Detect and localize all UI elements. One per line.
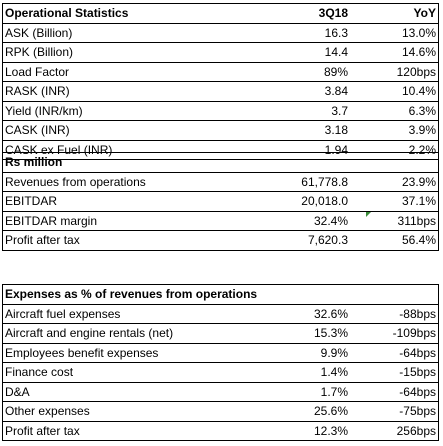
row-value: 3.7	[331, 103, 348, 118]
row-label: CASK ex Fuel (INR)	[5, 142, 113, 157]
row-yoy: -64bps	[399, 345, 436, 360]
row-label: Aircraft fuel expenses	[5, 306, 121, 321]
row-yoy: 14.6%	[401, 45, 436, 59]
row-value: 9.9%	[320, 345, 348, 360]
row-value: 1.94	[324, 142, 348, 157]
row-label: Revenues from operations	[5, 174, 146, 189]
row-value: 1.4%	[320, 365, 348, 379]
row-label: Profit after tax	[5, 233, 80, 247]
table-row: Employees benefit expenses 9.9% -64bps	[3, 344, 438, 363]
financial-rows: Revenues from operations 61,778.8 23.9% EBI…	[3, 173, 438, 250]
row-value: 12.3%	[313, 423, 348, 438]
row-label: EBITDAR	[5, 194, 58, 208]
row-value: 14.4	[324, 45, 348, 59]
table-row: RPK (Billion) 14.4 14.6%	[3, 43, 438, 63]
row-label: D&A	[5, 384, 30, 399]
operational-title: Operational Statistics	[5, 6, 129, 20]
row-label: Finance cost	[5, 365, 74, 379]
operational-statistics-table: Operational Statistics 3Q18 YoY ASK (Bil…	[2, 3, 439, 160]
row-label: Profit after tax	[5, 423, 80, 438]
table-row: ASK (Billion) 16.3 13.0%	[3, 24, 438, 43]
row-yoy: 2.2%	[408, 142, 436, 157]
table-row: D&A 1.7% -64bps	[3, 383, 438, 402]
period-column-header: 3Q18	[318, 6, 348, 20]
row-yoy: 3.9%	[408, 123, 436, 137]
row-yoy: -109bps	[392, 326, 436, 340]
row-label: Load Factor	[5, 64, 70, 79]
row-yoy: 6.3%	[408, 103, 436, 118]
expenses-title: Expenses as % of revenues from operation…	[5, 287, 258, 301]
table-row: Yield (INR/km) 3.7 6.3%	[3, 102, 438, 121]
row-yoy: 120bps	[396, 64, 436, 79]
row-value: 89%	[323, 64, 348, 79]
table-row: CASK ex Fuel (INR) 1.94 2.2%	[3, 141, 438, 160]
row-value: 3.84	[324, 84, 348, 98]
table-row: Load Factor 89% 120bps	[3, 63, 438, 82]
cell-comment-marker	[366, 211, 371, 217]
row-label: CASK (INR)	[5, 123, 70, 137]
row-label: ASK (Billion)	[5, 25, 73, 40]
row-yoy: -88bps	[399, 306, 436, 321]
row-yoy: -75bps	[399, 404, 436, 418]
table-row: RASK (INR) 3.84 10.4%	[3, 82, 438, 102]
table-row: Finance cost 1.4% -15bps	[3, 363, 438, 383]
expenses-header-row: Expenses as % of revenues from operation…	[3, 285, 438, 305]
row-yoy: -15bps	[399, 365, 436, 379]
row-yoy: 37.1%	[401, 194, 436, 208]
table-row: Other expenses 25.6% -75bps	[3, 402, 438, 422]
table-row: EBITDAR margin 32.4% 311bps	[3, 211, 438, 231]
row-yoy: 256bps	[396, 423, 436, 438]
expenses-rows: Aircraft fuel expenses 32.6% -88bps Aircraf…	[3, 305, 438, 441]
expenses-table: Expenses as % of revenues from operation…	[2, 284, 439, 441]
row-label: RASK (INR)	[5, 84, 70, 98]
row-yoy: 56.4%	[401, 233, 436, 247]
row-yoy: 311bps	[397, 213, 436, 228]
row-yoy: 10.4%	[401, 84, 436, 98]
financial-summary-table: Rs million Revenues from operations 61,77…	[2, 152, 439, 251]
row-yoy: 23.9%	[401, 174, 436, 189]
row-value: 15.3%	[313, 326, 348, 340]
row-label: Employees benefit expenses	[5, 345, 159, 360]
row-value: 32.4%	[313, 213, 348, 228]
financial-title: Rs million	[5, 155, 63, 169]
row-label: RPK (Billion)	[5, 45, 74, 59]
row-value: 3.18	[324, 123, 348, 137]
row-value: 20,018.0	[301, 194, 348, 208]
row-value: 61,778.8	[301, 174, 348, 189]
row-yoy: 13.0%	[401, 25, 436, 40]
operational-header-row: Operational Statistics 3Q18 YoY	[3, 4, 438, 24]
row-value: 25.6%	[313, 404, 348, 418]
table-row: Revenues from operations 61,778.8 23.9%	[3, 173, 438, 192]
operational-rows: ASK (Billion) 16.3 13.0% RPK (Billion) 14.4 1…	[3, 24, 438, 160]
table-row: EBITDAR 20,018.0 37.1%	[3, 192, 438, 212]
table-row: Aircraft fuel expenses 32.6% -88bps	[3, 305, 438, 324]
row-label: Other expenses	[5, 404, 90, 418]
row-label: Aircraft and engine rentals (net)	[5, 326, 174, 340]
table-row: Profit after tax 7,620.3 56.4%	[3, 231, 438, 250]
row-value: 7,620.3	[307, 233, 348, 247]
row-value: 16.3	[324, 25, 348, 40]
row-value: 32.6%	[313, 306, 348, 321]
table-row: CASK (INR) 3.18 3.9%	[3, 121, 438, 141]
table-row: Aircraft and engine rentals (net) 15.3% -1…	[3, 324, 438, 344]
row-value: 1.7%	[320, 384, 348, 399]
table-row: Profit after tax 12.3% 256bps	[3, 422, 438, 441]
yoy-column-header: YoY	[413, 6, 436, 20]
row-yoy: -64bps	[399, 384, 436, 399]
financial-header-row: Rs million	[3, 153, 438, 173]
row-label: EBITDAR margin	[5, 213, 98, 228]
row-label: Yield (INR/km)	[5, 103, 83, 118]
